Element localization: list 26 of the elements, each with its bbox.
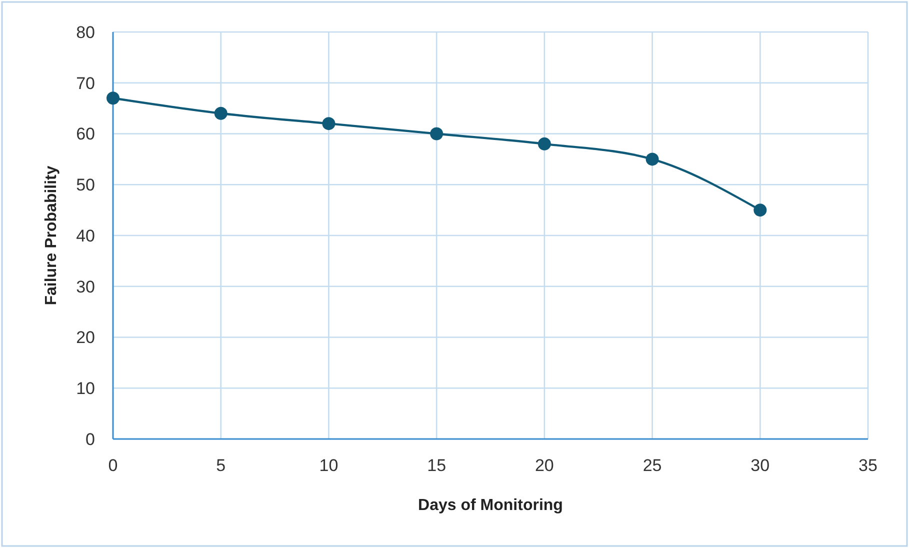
point [430,127,444,140]
point [646,152,659,166]
x-tick-label: 20 [534,456,554,475]
x-tick-label: 35 [858,456,878,475]
y-tick-label: 70 [76,74,95,93]
x-tick-label: 30 [750,456,770,475]
x-tick-label: 15 [427,456,446,475]
x-tick-label: 10 [319,456,338,475]
y-tick-label: 50 [76,176,95,195]
point [322,117,336,130]
x-tick-label: 0 [108,456,118,475]
x-tick-label: 5 [216,456,226,475]
point [214,106,228,120]
y-tick-label: 40 [76,226,95,246]
x-tick-label: 25 [642,456,662,475]
y-tick-label: 80 [76,22,95,42]
point [538,137,551,150]
x-axis-title: Days of Monitoring [418,497,563,514]
y-tick-label: 60 [76,124,95,144]
point [754,204,767,217]
y-tick-label: 30 [76,277,95,296]
point [106,92,120,105]
y-tick-label: 20 [76,328,95,348]
y-axis-title: Failure Probability [43,166,60,306]
y-tick-label: 10 [76,379,95,398]
y-tick-label: 0 [86,430,95,449]
